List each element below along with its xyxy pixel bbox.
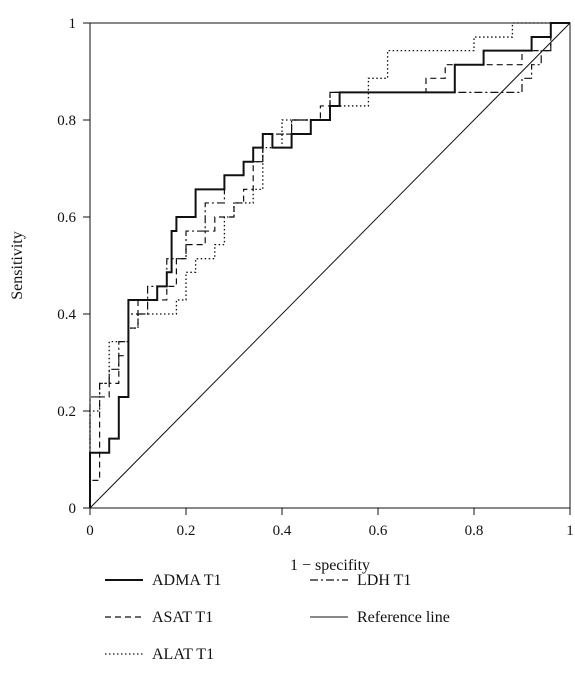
x-tick-label: 0.4 <box>273 523 292 539</box>
series-line-reference-line <box>89 22 571 509</box>
legend-label: ASAT T1 <box>152 609 213 626</box>
legend-label: ADMA T1 <box>152 572 222 589</box>
legend-item: ASAT T1 <box>105 609 213 626</box>
y-tick-label: 0.4 <box>57 307 76 323</box>
legend-item: LDH T1 <box>310 572 411 589</box>
legend: ADMA T1 ASAT T1 ALAT T1 LDH T1 Reference lin… <box>105 572 450 663</box>
series-line-adma-t1 <box>89 22 570 508</box>
y-axis-title: Sensitivity <box>9 231 26 299</box>
legend-item: ALAT T1 <box>105 646 214 663</box>
x-tick-label: 0.8 <box>465 523 484 539</box>
y-tick-label: 0.8 <box>57 113 76 129</box>
legend-item: ADMA T1 <box>105 572 222 589</box>
x-tick-label: 0 <box>86 523 94 539</box>
legend-label: ALAT T1 <box>152 646 214 663</box>
x-axis-title: 1 − specifity <box>290 557 370 574</box>
legend-label: Reference line <box>357 609 450 626</box>
x-tick-label: 0.2 <box>177 523 196 539</box>
series-line-ldh-t1 <box>89 22 570 508</box>
x-tick-label: 0.6 <box>369 523 388 539</box>
series-lines <box>89 22 571 509</box>
legend-item: Reference line <box>310 609 450 626</box>
x-tick-label: 1 <box>566 523 574 539</box>
plot-frame <box>89 22 571 509</box>
series-line-asat-t1 <box>89 22 570 508</box>
legend-label: LDH T1 <box>357 572 411 589</box>
axes: 0 0.2 0.4 0.6 0.8 1 0 0.2 0.4 0.6 0.8 1 <box>57 16 574 539</box>
y-tick-label: 0 <box>69 501 77 517</box>
y-tick-label: 1 <box>69 16 77 32</box>
y-tick-label: 0.2 <box>57 404 76 420</box>
y-tick-label: 0.6 <box>57 210 76 226</box>
